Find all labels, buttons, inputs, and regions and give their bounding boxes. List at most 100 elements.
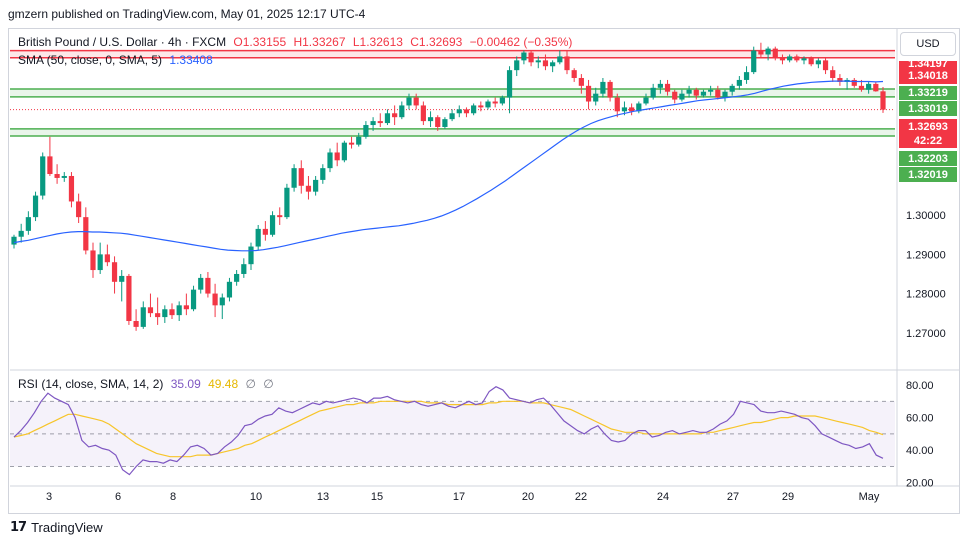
candle-body — [442, 119, 448, 127]
time-tick-label: 22 — [575, 491, 587, 503]
candle-body — [471, 105, 477, 114]
rsi-label[interactable]: RSI (14, close, SMA, 14, 2) — [18, 377, 164, 391]
candle-body — [858, 85, 865, 90]
candle-body — [76, 201, 82, 218]
rsi-tick-label: 80.00 — [906, 380, 934, 392]
candle-body — [384, 113, 391, 124]
candle-body — [320, 168, 326, 180]
candle-body — [97, 254, 103, 271]
candle-body — [133, 321, 139, 327]
candle-body — [226, 281, 233, 298]
candle-body — [111, 262, 118, 282]
candle-body — [25, 217, 31, 231]
candle-body — [535, 60, 541, 63]
candle-body — [521, 52, 527, 61]
price-tag: 1.32203 — [899, 151, 957, 166]
candle-body — [571, 70, 577, 78]
candle-body — [743, 72, 750, 80]
tradingview-footer[interactable]: 𝟭𝟳 TradingView — [10, 519, 103, 535]
candle-body — [198, 277, 204, 290]
candle-body — [837, 77, 843, 82]
currency-button[interactable]: USD — [900, 32, 956, 56]
symbol-name[interactable]: British Pound / U.S. Dollar · 4h · FXCM — [18, 35, 227, 49]
candle-body — [147, 307, 154, 314]
candle-body — [104, 254, 110, 263]
candle-body — [90, 250, 96, 271]
candle-body — [621, 107, 628, 112]
time-tick-label: 8 — [170, 491, 176, 503]
high-value: H1.33267 — [293, 35, 346, 49]
candle-body — [679, 93, 685, 100]
sma-legend[interactable]: SMA (50, close, 0, SMA, 5) 1.33408 — [18, 53, 217, 67]
rsi-tick-label: 20.00 — [906, 478, 934, 490]
candle-body — [248, 246, 254, 265]
candle-body — [751, 50, 757, 73]
symbol-legend[interactable]: British Pound / U.S. Dollar · 4h · FXCM … — [18, 35, 576, 49]
candle-body — [485, 101, 491, 108]
candle-body — [262, 228, 268, 235]
candle-body — [356, 136, 362, 145]
price-tag: 1.32019 — [899, 167, 957, 182]
candle-body — [794, 56, 800, 61]
candle-body — [334, 152, 340, 161]
candle-body — [607, 81, 613, 98]
sma-value: 1.33408 — [169, 53, 213, 67]
candle-body — [140, 307, 146, 327]
chart-frame — [8, 28, 960, 514]
candle-body — [399, 105, 405, 118]
candle-body — [420, 105, 426, 122]
candle-body — [542, 60, 549, 67]
rsi-value: 35.09 — [170, 377, 201, 391]
candle-body — [212, 293, 218, 306]
bar-countdown-tag: 42:22 — [899, 134, 957, 148]
time-tick-label: 3 — [46, 491, 52, 503]
candle-body — [700, 91, 707, 96]
candle-body — [68, 175, 75, 202]
candle-body — [32, 195, 39, 218]
candle-body — [715, 89, 721, 98]
candle-body — [327, 152, 333, 169]
candle-body — [370, 121, 376, 126]
time-tick-label: 24 — [657, 491, 669, 503]
price-tag: 1.32693 — [899, 119, 957, 134]
candle-body — [600, 81, 606, 94]
candle-body — [492, 101, 498, 104]
candle-body — [269, 215, 276, 235]
candle-body — [866, 83, 872, 90]
candle-body — [729, 85, 735, 92]
candle-body — [241, 264, 247, 274]
candle-body — [169, 309, 175, 316]
candle-body — [528, 52, 534, 63]
candle-body — [514, 60, 520, 71]
price-tick-label: 1.29000 — [906, 249, 946, 261]
rsi-extra-2: ∅ — [263, 377, 274, 391]
candle-body — [449, 113, 455, 120]
candle-body — [183, 305, 189, 310]
sma-label[interactable]: SMA (50, close, 0, SMA, 5) — [18, 53, 163, 67]
candle-body — [550, 62, 556, 67]
rsi-legend[interactable]: RSI (14, close, SMA, 14, 2) 35.09 49.48 … — [18, 377, 278, 391]
candle-body — [779, 58, 786, 61]
time-tick-label: 6 — [115, 491, 121, 503]
price-tick-label: 1.27000 — [906, 328, 946, 340]
sma-line — [13, 80, 884, 252]
candle-body — [499, 97, 505, 104]
candle-body — [478, 105, 484, 108]
candle-body — [392, 113, 398, 118]
candle-body — [686, 89, 692, 94]
candle-body — [413, 97, 419, 106]
candle-body — [650, 87, 656, 98]
candle-body — [305, 185, 312, 192]
candle-body — [614, 97, 620, 112]
candle-body — [435, 117, 441, 127]
time-tick-label: 15 — [371, 491, 383, 503]
candle-body — [291, 168, 297, 188]
candle-body — [11, 236, 17, 245]
rsi-ma-line — [13, 400, 884, 458]
candle-body — [341, 142, 347, 161]
time-tick-label: 27 — [727, 491, 739, 503]
candle-body — [585, 85, 592, 102]
price-tag: 1.33019 — [899, 101, 957, 116]
candle-body — [363, 125, 369, 137]
